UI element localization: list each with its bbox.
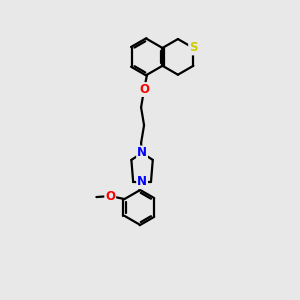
Text: S: S — [189, 41, 198, 55]
Text: O: O — [105, 190, 115, 202]
Text: N: N — [137, 175, 147, 188]
Text: O: O — [139, 83, 149, 96]
Text: N: N — [137, 146, 147, 160]
